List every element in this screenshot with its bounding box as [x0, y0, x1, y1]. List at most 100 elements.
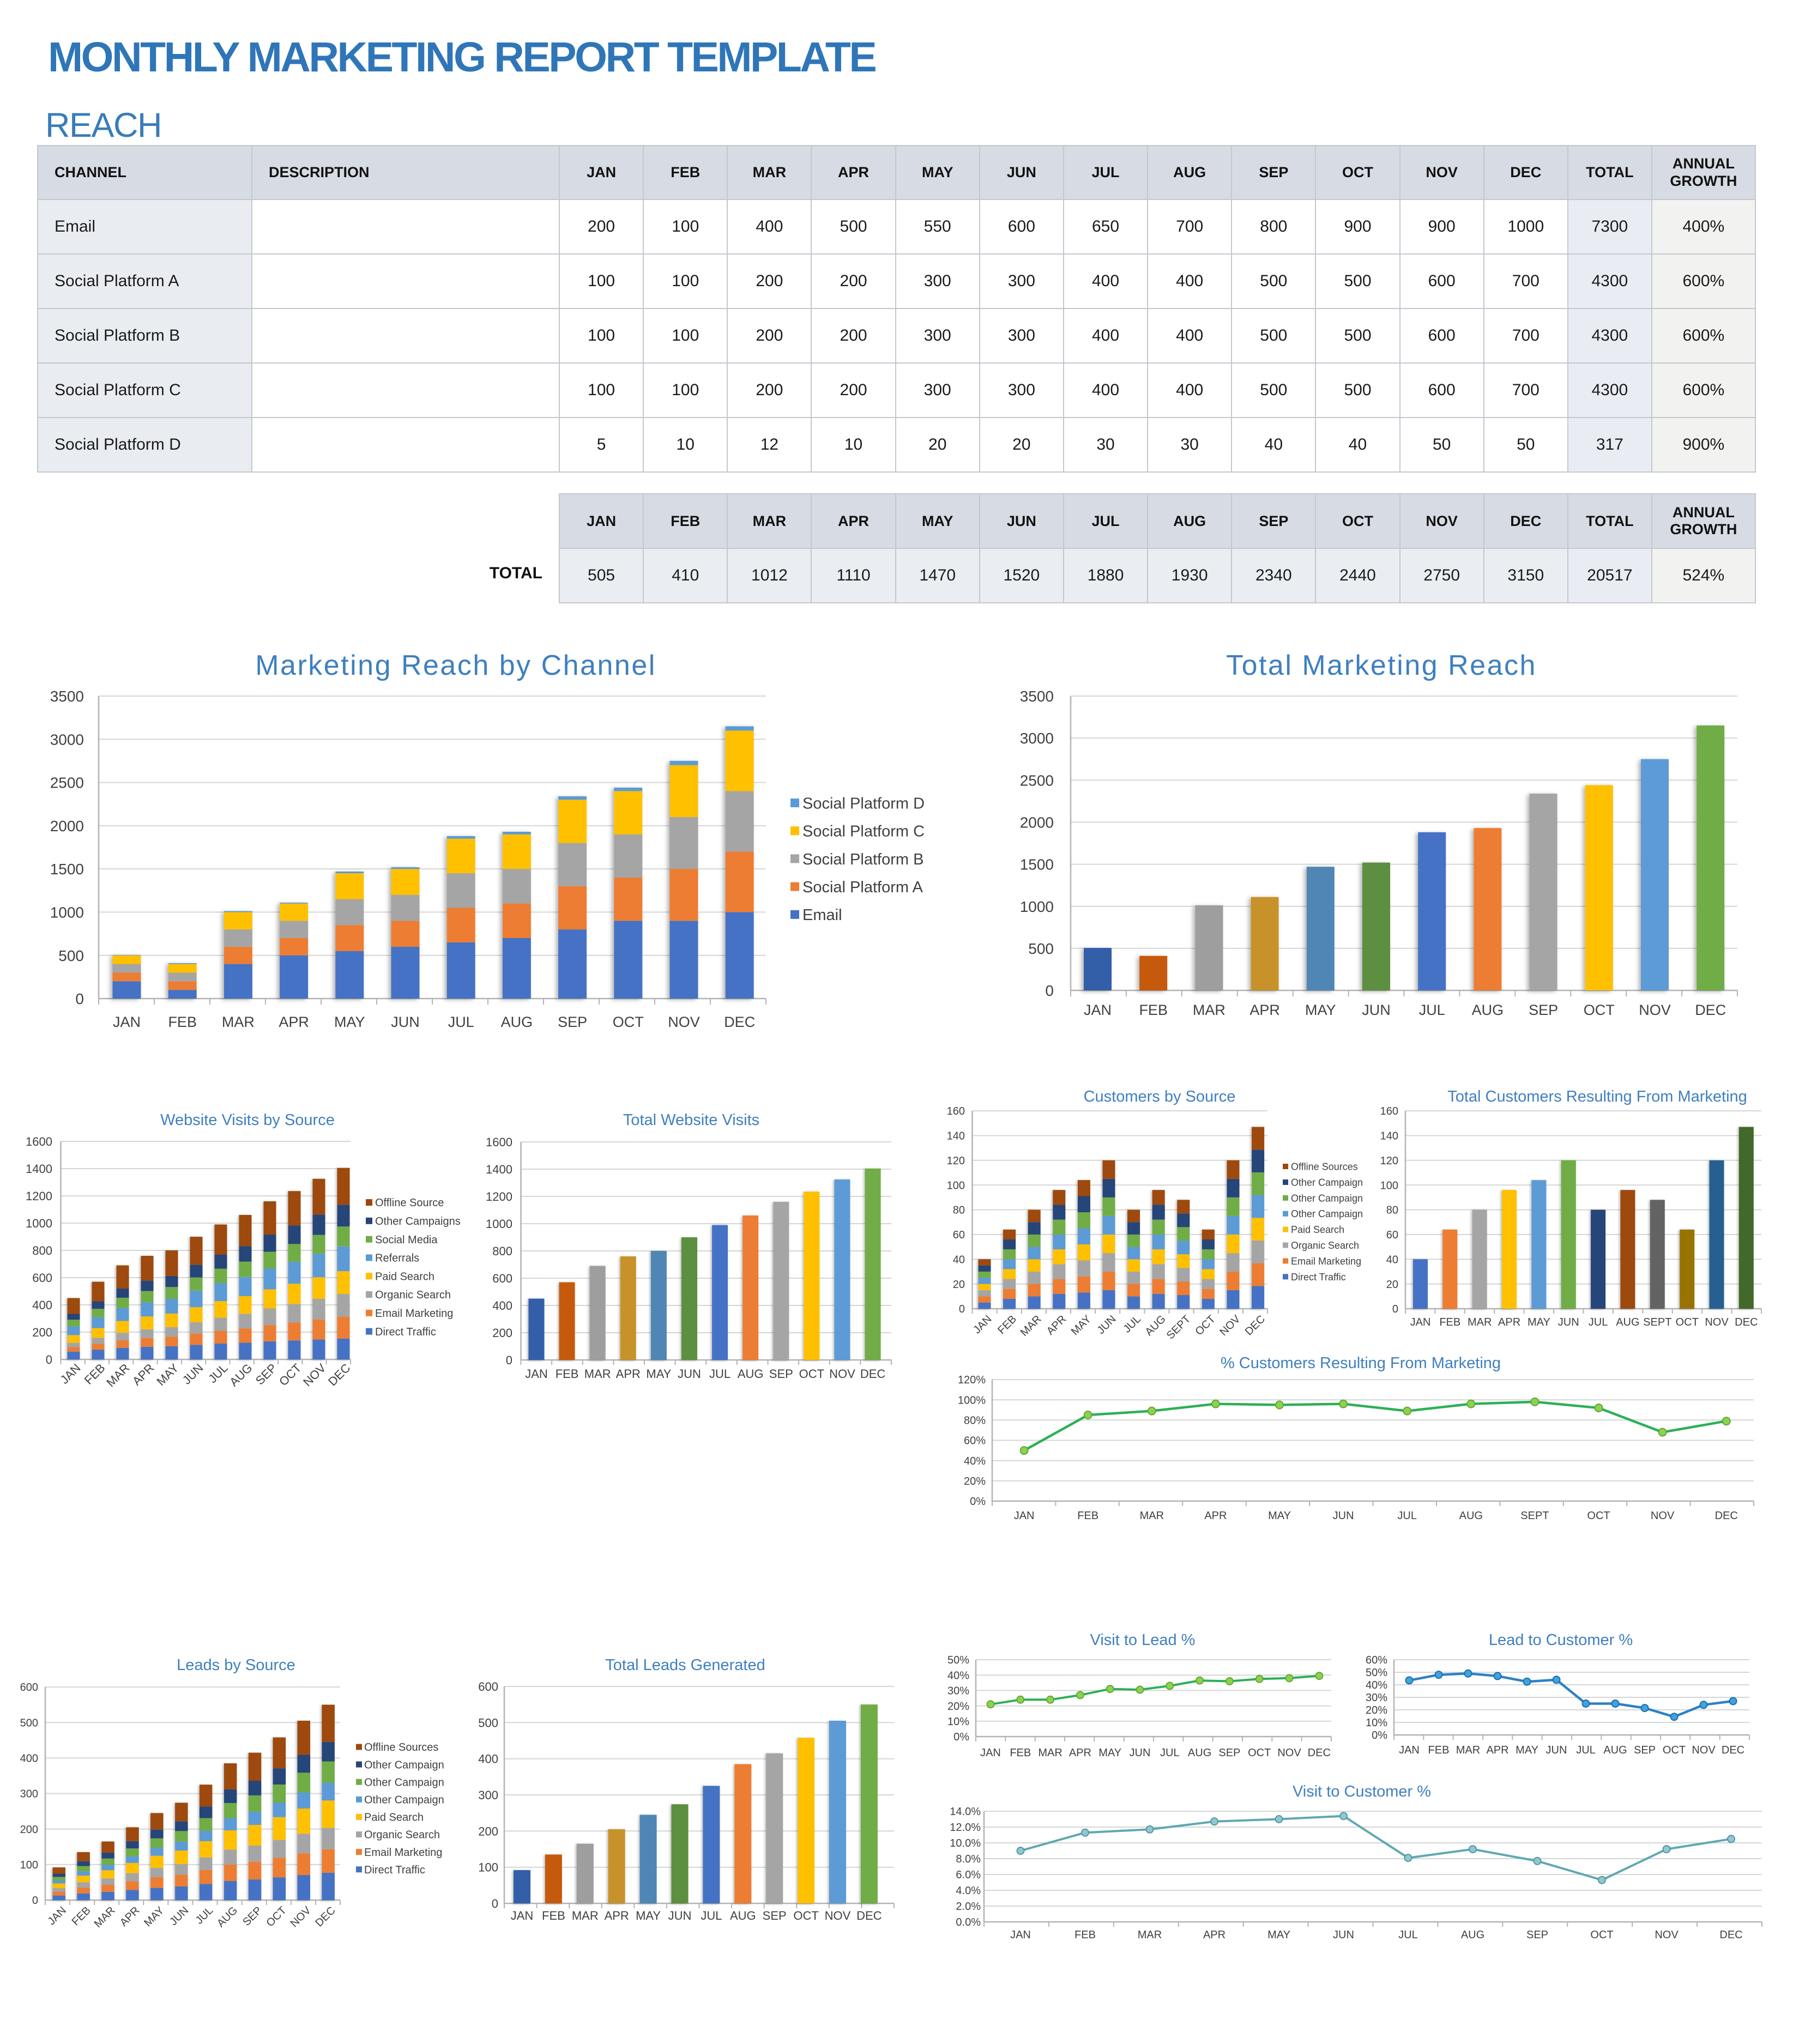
svg-text:NOV: NOV: [1639, 1002, 1671, 1018]
svg-text:MAY: MAY: [1528, 1316, 1550, 1328]
svg-text:Website Visits by Source: Website Visits by Source: [160, 1111, 335, 1129]
svg-text:AUG: AUG: [1188, 1747, 1211, 1759]
svg-text:AUG: AUG: [1616, 1316, 1639, 1328]
svg-text:SEP: SEP: [1634, 1744, 1656, 1756]
svg-text:SEP: SEP: [1218, 1747, 1240, 1759]
svg-text:JAN: JAN: [113, 1014, 141, 1030]
svg-text:10.0%: 10.0%: [950, 1837, 981, 1849]
svg-text:AUG: AUG: [1143, 1313, 1168, 1338]
svg-text:MAY: MAY: [154, 1361, 181, 1388]
svg-text:MAR: MAR: [1140, 1510, 1164, 1522]
svg-text:JUN: JUN: [1333, 1510, 1354, 1522]
svg-text:80: 80: [1386, 1205, 1398, 1217]
svg-text:NOV: NOV: [1217, 1313, 1243, 1339]
svg-text:MAR: MAR: [584, 1367, 611, 1381]
svg-text:MAR: MAR: [1038, 1747, 1062, 1759]
svg-text:6.0%: 6.0%: [956, 1869, 981, 1881]
svg-text:OCT: OCT: [1587, 1510, 1610, 1522]
svg-text:0: 0: [506, 1353, 512, 1367]
svg-text:JUL: JUL: [709, 1367, 731, 1381]
svg-text:JUL: JUL: [1576, 1744, 1596, 1756]
svg-text:JUL: JUL: [1589, 1316, 1608, 1328]
svg-text:FEB: FEB: [995, 1313, 1019, 1337]
svg-text:Social Platform D: Social Platform D: [802, 795, 925, 812]
svg-text:Email: Email: [802, 906, 842, 924]
svg-text:OCT: OCT: [793, 1909, 818, 1922]
svg-text:Organic Search: Organic Search: [364, 1829, 440, 1841]
svg-text:Email Marketing: Email Marketing: [1291, 1256, 1361, 1267]
svg-text:JAN: JAN: [1399, 1744, 1420, 1756]
svg-text:AUG: AUG: [738, 1367, 764, 1381]
svg-text:100: 100: [947, 1180, 965, 1192]
svg-text:OCT: OCT: [1676, 1316, 1699, 1328]
svg-text:AUG: AUG: [1461, 1929, 1484, 1941]
svg-text:NOV: NOV: [668, 1014, 700, 1030]
svg-text:1500: 1500: [50, 861, 84, 878]
svg-text:Total Website Visits: Total Website Visits: [623, 1111, 759, 1129]
svg-text:80%: 80%: [964, 1415, 986, 1427]
svg-text:APR: APR: [1069, 1747, 1091, 1759]
svg-text:0: 0: [959, 1303, 965, 1315]
svg-text:MAR: MAR: [104, 1361, 132, 1389]
svg-text:600: 600: [20, 1682, 38, 1694]
svg-text:SEP: SEP: [240, 1904, 264, 1928]
svg-text:APR: APR: [1045, 1313, 1069, 1338]
svg-text:2.0%: 2.0%: [956, 1901, 981, 1913]
svg-text:40%: 40%: [947, 1670, 969, 1682]
svg-text:0: 0: [46, 1353, 52, 1366]
svg-text:100: 100: [1380, 1180, 1398, 1192]
svg-text:600: 600: [32, 1271, 52, 1285]
svg-text:JUL: JUL: [1397, 1510, 1417, 1522]
svg-text:NOV: NOV: [829, 1367, 855, 1381]
svg-text:600: 600: [492, 1272, 512, 1285]
svg-text:FEB: FEB: [556, 1367, 579, 1381]
svg-text:AUG: AUG: [730, 1909, 756, 1922]
svg-text:1600: 1600: [486, 1135, 512, 1149]
svg-text:APR: APR: [616, 1367, 641, 1381]
svg-text:APR: APR: [605, 1909, 629, 1922]
svg-text:MAR: MAR: [1456, 1744, 1480, 1756]
svg-text:SEP: SEP: [1529, 1002, 1558, 1018]
svg-text:FEB: FEB: [1428, 1744, 1450, 1756]
svg-text:JUL: JUL: [1398, 1929, 1418, 1941]
svg-text:DEC: DEC: [1243, 1313, 1267, 1338]
svg-text:120%: 120%: [958, 1374, 986, 1386]
svg-text:40: 40: [953, 1254, 965, 1266]
svg-text:Visit to Customer %: Visit to Customer %: [1293, 1783, 1431, 1800]
svg-text:DEC: DEC: [1719, 1929, 1742, 1941]
svg-text:Leads by Source: Leads by Source: [177, 1656, 295, 1674]
svg-text:JUL: JUL: [1160, 1747, 1180, 1759]
svg-text:DEC: DEC: [1308, 1747, 1331, 1759]
svg-text:FEB: FEB: [542, 1909, 565, 1922]
svg-text:APR: APR: [279, 1014, 309, 1030]
svg-text:MAY: MAY: [1098, 1747, 1121, 1759]
svg-text:1500: 1500: [1020, 856, 1054, 873]
svg-text:OCT: OCT: [1590, 1929, 1613, 1941]
svg-text:20: 20: [953, 1279, 965, 1291]
svg-text:NOV: NOV: [288, 1904, 314, 1930]
svg-text:MAY: MAY: [334, 1014, 365, 1030]
svg-text:400: 400: [32, 1298, 52, 1312]
svg-text:DEC: DEC: [1695, 1002, 1726, 1018]
svg-text:JAN: JAN: [511, 1909, 534, 1922]
svg-text:NOV: NOV: [825, 1909, 851, 1922]
svg-text:500: 500: [58, 947, 84, 964]
svg-text:FEB: FEB: [1139, 1002, 1168, 1018]
svg-text:OCT: OCT: [264, 1904, 289, 1929]
svg-text:Social Platform B: Social Platform B: [802, 851, 923, 868]
svg-text:APR: APR: [130, 1361, 157, 1388]
svg-text:0: 0: [32, 1895, 38, 1907]
svg-text:% Customers Resulting From Mar: % Customers Resulting From Marketing: [1221, 1354, 1501, 1372]
svg-text:4.0%: 4.0%: [956, 1885, 981, 1897]
svg-text:12.0%: 12.0%: [950, 1822, 981, 1834]
svg-text:1600: 1600: [26, 1135, 52, 1148]
svg-text:FEB: FEB: [168, 1014, 197, 1030]
svg-text:30%: 30%: [1366, 1692, 1387, 1704]
svg-text:2500: 2500: [50, 775, 84, 791]
svg-text:AUG: AUG: [1472, 1002, 1504, 1018]
svg-text:Social Platform C: Social Platform C: [802, 823, 925, 840]
svg-text:0%: 0%: [1372, 1729, 1387, 1741]
svg-text:JUN: JUN: [668, 1909, 692, 1922]
svg-text:JUN: JUN: [1130, 1747, 1151, 1759]
svg-text:120: 120: [947, 1155, 965, 1167]
